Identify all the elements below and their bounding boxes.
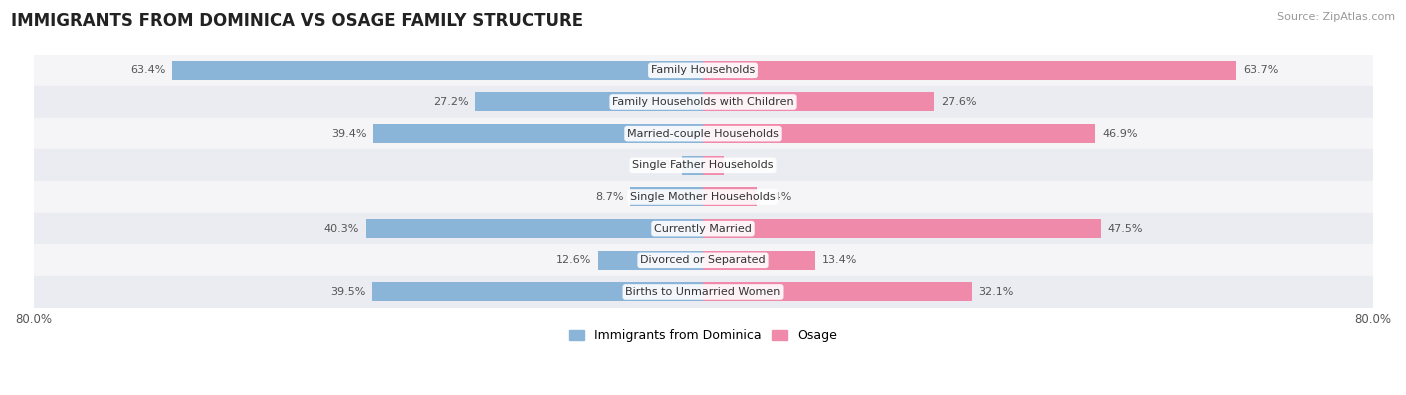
- Text: 8.7%: 8.7%: [595, 192, 623, 202]
- Bar: [34, 55, 1372, 86]
- Text: 12.6%: 12.6%: [555, 255, 591, 265]
- Bar: [703, 124, 1095, 143]
- Bar: [703, 156, 724, 175]
- Text: 2.5%: 2.5%: [647, 160, 675, 170]
- Text: 39.4%: 39.4%: [330, 129, 367, 139]
- Text: Family Households with Children: Family Households with Children: [612, 97, 794, 107]
- Text: 63.7%: 63.7%: [1243, 65, 1278, 75]
- Text: 39.5%: 39.5%: [330, 287, 366, 297]
- Bar: [34, 213, 1372, 245]
- Bar: [703, 61, 1236, 80]
- Text: 6.4%: 6.4%: [763, 192, 792, 202]
- Text: 13.4%: 13.4%: [823, 255, 858, 265]
- Bar: [475, 92, 703, 111]
- Bar: [703, 282, 972, 301]
- Bar: [630, 188, 703, 207]
- Bar: [682, 156, 703, 175]
- Text: 2.5%: 2.5%: [731, 160, 759, 170]
- Text: 40.3%: 40.3%: [323, 224, 359, 234]
- Text: 46.9%: 46.9%: [1102, 129, 1137, 139]
- Bar: [34, 149, 1372, 181]
- Bar: [598, 251, 703, 270]
- Text: 32.1%: 32.1%: [979, 287, 1014, 297]
- Text: Single Father Households: Single Father Households: [633, 160, 773, 170]
- Text: Source: ZipAtlas.com: Source: ZipAtlas.com: [1277, 12, 1395, 22]
- Text: Divorced or Separated: Divorced or Separated: [640, 255, 766, 265]
- Bar: [34, 245, 1372, 276]
- Legend: Immigrants from Dominica, Osage: Immigrants from Dominica, Osage: [564, 324, 842, 347]
- Bar: [373, 124, 703, 143]
- Text: 27.6%: 27.6%: [941, 97, 976, 107]
- Text: Family Households: Family Households: [651, 65, 755, 75]
- Text: Single Mother Households: Single Mother Households: [630, 192, 776, 202]
- Text: 63.4%: 63.4%: [131, 65, 166, 75]
- Bar: [703, 92, 934, 111]
- Bar: [34, 86, 1372, 118]
- Text: Currently Married: Currently Married: [654, 224, 752, 234]
- Text: Married-couple Households: Married-couple Households: [627, 129, 779, 139]
- Bar: [703, 219, 1101, 238]
- Text: IMMIGRANTS FROM DOMINICA VS OSAGE FAMILY STRUCTURE: IMMIGRANTS FROM DOMINICA VS OSAGE FAMILY…: [11, 12, 583, 30]
- Bar: [34, 118, 1372, 149]
- Bar: [703, 188, 756, 207]
- Bar: [34, 181, 1372, 213]
- Bar: [703, 251, 815, 270]
- Bar: [173, 61, 703, 80]
- Bar: [34, 276, 1372, 308]
- Bar: [373, 282, 703, 301]
- Bar: [366, 219, 703, 238]
- Text: Births to Unmarried Women: Births to Unmarried Women: [626, 287, 780, 297]
- Text: 47.5%: 47.5%: [1107, 224, 1143, 234]
- Text: 27.2%: 27.2%: [433, 97, 468, 107]
